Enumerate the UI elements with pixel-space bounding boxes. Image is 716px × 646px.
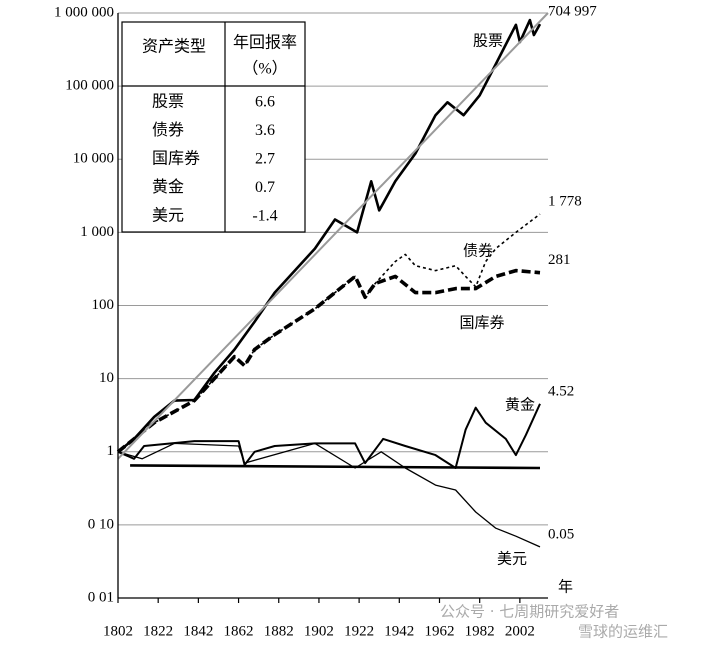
table-cell: 国库券 <box>152 150 200 168</box>
end-value-label: 704 997 <box>548 4 597 20</box>
table-cell: 3.6 <box>255 122 275 139</box>
table-cell: 0.7 <box>255 179 275 196</box>
series-line <box>117 403 541 469</box>
x-tick-label: 1902 <box>304 623 334 639</box>
table-cell: 美元 <box>152 207 184 225</box>
series-label: 债券 <box>463 242 493 259</box>
series-line <box>130 464 541 470</box>
end-value-label: 1 778 <box>548 194 582 210</box>
y-tick-label: 1 000 <box>80 224 114 240</box>
table-frame <box>121 21 306 233</box>
x-tick-label: 1882 <box>264 623 294 639</box>
end-value-label: 0.05 <box>548 526 574 542</box>
x-tick-label: 1802 <box>103 623 133 639</box>
x-tick-label: 2002 <box>505 623 535 639</box>
table-header: 年回报率 <box>233 34 297 52</box>
table-header: 资产类型 <box>142 38 206 56</box>
series-label: 美元 <box>497 550 527 567</box>
series-label: 黄金 <box>505 396 535 413</box>
x-tick-label: 1862 <box>224 623 254 639</box>
series-line <box>117 18 542 453</box>
series-line <box>116 268 541 454</box>
series-line <box>117 442 541 548</box>
x-tick-label: 1962 <box>424 623 454 639</box>
end-value-label: 4.52 <box>548 383 574 399</box>
y-tick-label: 100 000 <box>65 78 114 94</box>
return-table: 资产类型 年回报率 （%） 股票 6.6 债券 3.6 国库券 2.7 黄金 0.7 美元 -1.… <box>121 21 306 233</box>
y-tick-label: 0 10 <box>88 516 114 532</box>
table-cell: 债券 <box>152 121 184 139</box>
y-tick-label: 100 <box>92 297 115 313</box>
series-label: 国库券 <box>459 314 504 331</box>
watermark: 公众号 · 七周期研究爱好者 <box>440 603 619 621</box>
y-tick-label: 10 000 <box>73 151 114 167</box>
x-tick-label: 1842 <box>183 623 213 639</box>
x-tick-label: 1822 <box>143 623 173 639</box>
table-header: （%） <box>242 60 287 78</box>
x-tick-label: 1942 <box>384 623 414 639</box>
y-tick-label: 1 000 000 <box>54 4 114 20</box>
watermark: 雪球的运维汇 <box>578 623 668 641</box>
table-cell: -1.4 <box>252 208 277 225</box>
x-tick-label: 1982 <box>465 623 495 639</box>
table-cell: 2.7 <box>255 151 275 168</box>
series-label: 股票 <box>473 32 503 49</box>
x-tick-label: 1922 <box>344 623 374 639</box>
x-axis-label: 年 <box>558 578 573 595</box>
table-cell: 黄金 <box>152 178 184 196</box>
table-cell: 6.6 <box>255 94 275 111</box>
y-tick-label: 1 <box>107 443 115 459</box>
y-tick-label: 10 <box>99 370 114 386</box>
series-line <box>117 12 549 460</box>
table-cell: 股票 <box>152 93 184 111</box>
y-tick-label: 0 01 <box>88 589 114 605</box>
end-value-label: 281 <box>548 252 571 268</box>
